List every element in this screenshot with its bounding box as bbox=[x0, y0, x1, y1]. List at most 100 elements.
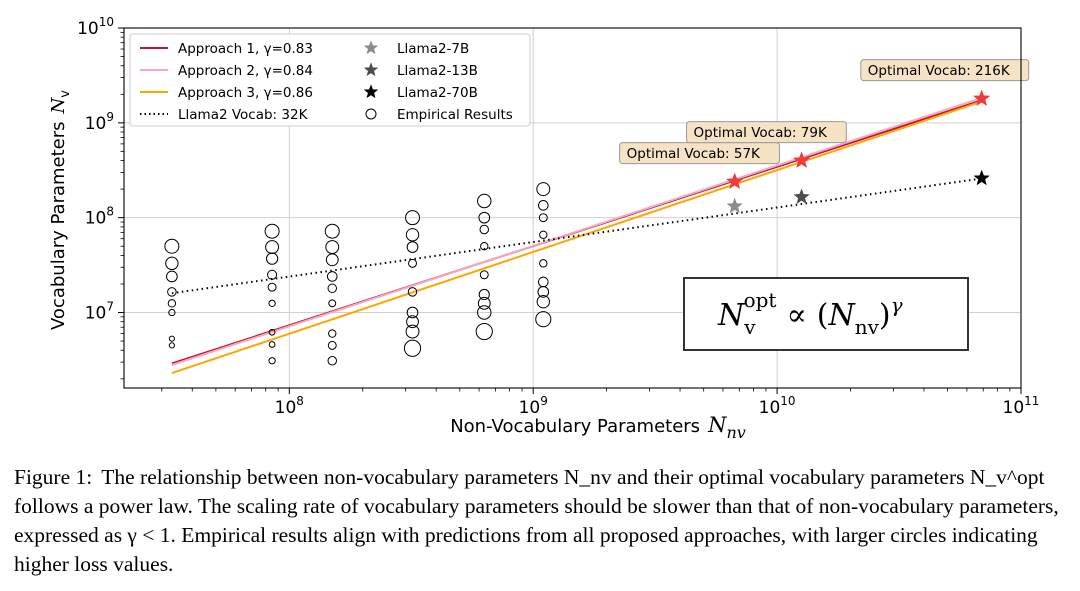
legend-star-llama2-70b bbox=[363, 84, 379, 99]
optimal-annotations: Optimal Vocab: 57K Optimal Vocab: 79K Opti… bbox=[619, 59, 1030, 165]
empirical-circle bbox=[405, 228, 420, 242]
y-tick-label: 108 bbox=[85, 205, 114, 229]
legend-label-approach-3: Approach 3, γ=0.86 bbox=[178, 85, 313, 101]
figure-caption: Figure 1: The relationship between non-v… bbox=[14, 463, 1070, 579]
x-tick-label: 1010 bbox=[759, 394, 796, 418]
y-axis-label-sub: v bbox=[58, 90, 73, 98]
legend: Approach 1, γ=0.83 Approach 2, γ=0.84 Ap… bbox=[129, 33, 531, 127]
x-tick-label: 1011 bbox=[1003, 394, 1040, 418]
optimal-star bbox=[792, 151, 811, 169]
empirical-circle bbox=[536, 182, 551, 197]
empirical-circle bbox=[168, 308, 176, 317]
y-axis-label: Vocabulary Parameters Nv bbox=[48, 90, 73, 330]
empirical-circle bbox=[326, 271, 338, 282]
empirical-circle bbox=[324, 223, 340, 239]
x-axis-label-sub: nv bbox=[726, 423, 745, 442]
formula-open-paren: ( bbox=[817, 298, 829, 333]
empirical-circle bbox=[267, 269, 278, 280]
legend-label-llama2-7b: Llama2-7B bbox=[397, 41, 469, 57]
empirical-circle bbox=[477, 305, 492, 320]
series-line-1 bbox=[171, 96, 984, 366]
x-tick-label: 108 bbox=[275, 394, 304, 418]
empirical-circle bbox=[406, 306, 419, 319]
optimal-label-1: Optimal Vocab: 79K bbox=[694, 125, 828, 141]
legend-swatch-empirical bbox=[365, 108, 377, 120]
y-ticks: 107 108 109 1010 bbox=[77, 15, 124, 380]
empirical-circle bbox=[403, 339, 422, 357]
legend-label-empirical: Empirical Results bbox=[397, 107, 513, 123]
empirical-circle bbox=[405, 210, 421, 226]
optimal-label-2: Optimal Vocab: 216K bbox=[868, 63, 1011, 79]
formula-lhs-sup: opt bbox=[744, 288, 777, 312]
empirical-circle bbox=[535, 311, 552, 328]
optimal-label-0: Optimal Vocab: 57K bbox=[627, 146, 761, 162]
llama2-star bbox=[726, 197, 743, 214]
optimal-label-box bbox=[686, 121, 847, 144]
y-tick-label: 1010 bbox=[77, 15, 114, 39]
empirical-circle bbox=[267, 282, 277, 292]
x-ticks: 108 109 1010 1011 bbox=[161, 388, 1040, 418]
empirical-circle bbox=[539, 230, 548, 239]
empirical-circle bbox=[538, 213, 548, 223]
empirical-circle bbox=[265, 240, 280, 255]
scaling-law-chart: Optimal Vocab: 57K Optimal Vocab: 79K Opti… bbox=[48, 15, 1040, 442]
empirical-circle bbox=[325, 253, 339, 267]
empirical-circle bbox=[479, 270, 489, 280]
stars bbox=[725, 89, 991, 214]
legend-star-markers bbox=[363, 40, 379, 99]
empirical-circle bbox=[539, 259, 548, 268]
formula-rhs-sup: γ bbox=[891, 293, 903, 317]
empirical-circle bbox=[167, 287, 177, 297]
empirical-circle bbox=[408, 258, 417, 268]
empirical-circle bbox=[268, 341, 276, 348]
y-tick-label: 107 bbox=[85, 300, 114, 324]
legend-label-approach-2: Approach 2, γ=0.84 bbox=[178, 63, 313, 79]
formula: Nvopt ∝ (Nnv)γ bbox=[717, 288, 903, 339]
empirical-circle bbox=[167, 299, 177, 308]
empirical-circle bbox=[168, 335, 175, 342]
legend-label-llama2-vocab: Llama2 Vocab: 32K bbox=[178, 107, 309, 123]
llama2-star bbox=[793, 188, 810, 205]
empirical-circle bbox=[478, 288, 490, 301]
formula-rhs-sub: nv bbox=[855, 315, 880, 339]
formula-rhs-symbol: N bbox=[827, 298, 856, 333]
formula-lhs-symbol: N bbox=[717, 298, 746, 333]
empirical-circle bbox=[475, 322, 493, 341]
empirical-circle bbox=[328, 329, 337, 338]
empirical-circle bbox=[165, 256, 179, 271]
empirical-circle bbox=[164, 238, 180, 254]
empirical-circles bbox=[164, 182, 552, 366]
empirical-circle bbox=[480, 242, 489, 251]
y-axis-label-symbol: N bbox=[48, 96, 69, 114]
caption-text: The relationship between non-vocabulary … bbox=[14, 465, 1059, 576]
empirical-circle bbox=[536, 295, 550, 309]
empirical-circle bbox=[406, 315, 419, 329]
legend-label-llama2-70b: Llama2-70B bbox=[397, 85, 478, 101]
empirical-circle bbox=[405, 324, 420, 339]
empirical-circle bbox=[327, 356, 338, 366]
empirical-circle bbox=[477, 193, 492, 209]
formula-close-paren: ) bbox=[879, 298, 891, 333]
legend-label-llama2-13b: Llama2-13B bbox=[397, 63, 478, 79]
legend-label-approach-1: Approach 1, γ=0.83 bbox=[178, 41, 313, 57]
legend-star-llama2-13b bbox=[363, 62, 379, 77]
x-tick-label: 109 bbox=[519, 394, 548, 418]
legend-box bbox=[129, 33, 531, 127]
x-axis-label-text: Non-Vocabulary Parameters bbox=[450, 416, 700, 437]
series-line-2 bbox=[171, 100, 984, 375]
caption-label: Figure 1: bbox=[14, 465, 93, 489]
llama2-star bbox=[973, 169, 990, 186]
x-axis-label-symbol: N bbox=[707, 413, 727, 437]
empirical-circle bbox=[268, 328, 276, 336]
empirical-circle bbox=[168, 342, 175, 349]
x-axis-label: Non-Vocabulary Parameters Nnv bbox=[450, 413, 746, 442]
empirical-circle bbox=[328, 299, 337, 308]
empirical-circle bbox=[477, 296, 491, 310]
optimal-star bbox=[972, 89, 991, 107]
legend-star-llama2-7b bbox=[363, 40, 379, 55]
empirical-circle bbox=[327, 283, 338, 294]
formula-lhs-sub: v bbox=[743, 315, 756, 339]
empirical-circle bbox=[406, 241, 419, 253]
formula-prop: ∝ bbox=[786, 298, 806, 333]
optimal-star bbox=[725, 172, 744, 190]
